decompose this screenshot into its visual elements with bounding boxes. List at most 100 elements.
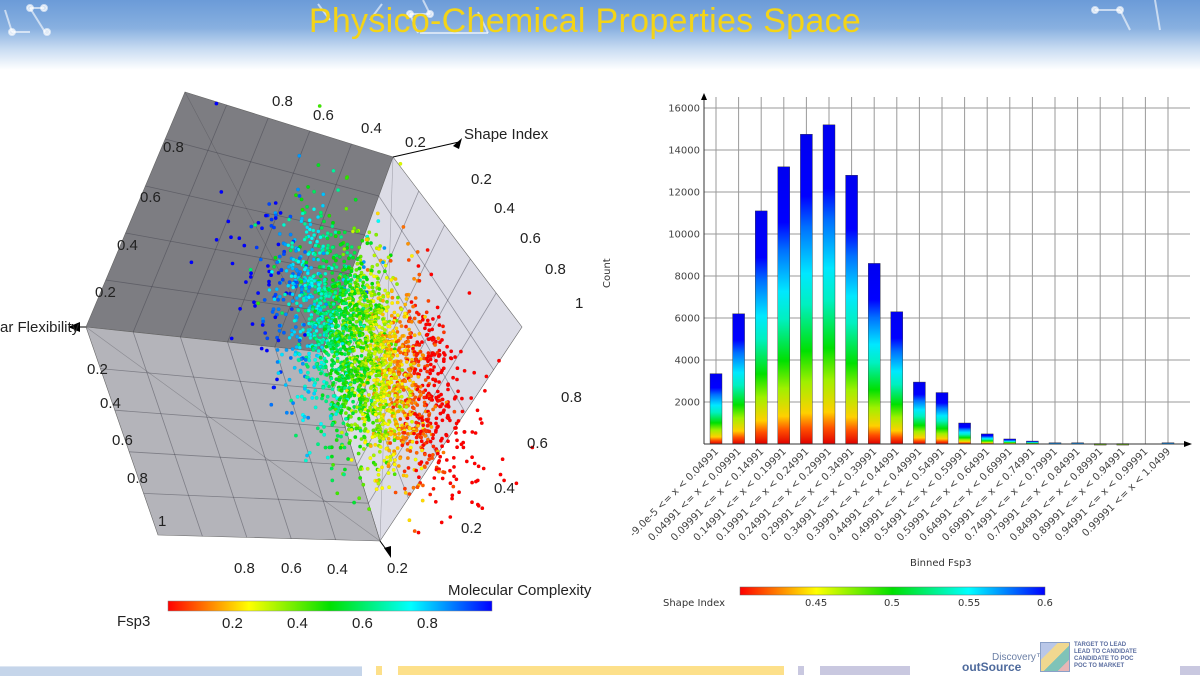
scatter-point bbox=[305, 344, 310, 349]
histogram-bar bbox=[1003, 438, 1016, 445]
scatter-point bbox=[425, 318, 430, 323]
scatter-point bbox=[470, 480, 475, 485]
scatter-point bbox=[319, 291, 324, 296]
tick-label: 0.4 bbox=[494, 480, 515, 497]
footer-band-yellow bbox=[398, 666, 784, 675]
scatter-point bbox=[333, 234, 338, 239]
scatter-point bbox=[360, 412, 365, 417]
histogram-bar bbox=[868, 263, 881, 445]
scatter-point bbox=[456, 389, 461, 394]
scatter-point bbox=[447, 418, 452, 423]
scatter-point bbox=[441, 410, 446, 415]
scatter-point bbox=[419, 439, 424, 444]
scatter-point bbox=[290, 241, 295, 245]
scatter-point bbox=[430, 368, 435, 373]
scatter-point bbox=[318, 324, 323, 329]
scatter-point bbox=[226, 219, 231, 224]
scatter-point bbox=[253, 303, 257, 308]
scatter-point bbox=[371, 453, 376, 458]
scatter-point bbox=[338, 445, 343, 450]
scatter-point bbox=[312, 391, 317, 396]
scatter-point bbox=[279, 268, 284, 273]
scatter-point bbox=[408, 445, 413, 450]
scatter-point bbox=[376, 291, 381, 296]
scatter-point bbox=[346, 457, 351, 461]
scatter-point bbox=[328, 304, 333, 309]
scatter-point bbox=[359, 353, 364, 358]
x-tick-label: 0.89991 <= x < 0.94991 bbox=[1031, 446, 1128, 543]
scatter-point bbox=[365, 429, 370, 434]
scatter-point bbox=[328, 407, 333, 411]
shape-index-colorbar bbox=[739, 586, 1046, 596]
scatter-point bbox=[395, 409, 400, 414]
scatter-point bbox=[358, 258, 363, 262]
grid-line bbox=[227, 341, 292, 539]
scatter-point bbox=[273, 315, 278, 320]
scatter-point bbox=[274, 287, 279, 292]
scatter-point bbox=[321, 385, 326, 390]
scatter-point bbox=[454, 421, 459, 426]
scatter-point bbox=[454, 431, 458, 435]
scatter-point bbox=[386, 436, 391, 441]
scatter-point bbox=[446, 404, 451, 409]
scatter-point bbox=[348, 273, 353, 278]
scatter-point bbox=[302, 267, 307, 272]
scatter-point bbox=[277, 280, 282, 285]
scatter-point bbox=[358, 428, 363, 433]
scatter-point bbox=[467, 291, 472, 295]
scatter-point bbox=[273, 201, 278, 205]
scatter-point bbox=[364, 237, 369, 242]
scatter-point bbox=[392, 438, 397, 443]
scatter-point bbox=[300, 211, 305, 216]
logo-outsource-text: outSource bbox=[962, 660, 1022, 674]
scatter-point bbox=[317, 342, 321, 347]
scatter-point bbox=[316, 348, 321, 353]
scatter-point bbox=[347, 341, 351, 346]
scatter-point bbox=[452, 474, 456, 479]
ticks-left-lower: 0.2 0.4 0.6 0.8 1 bbox=[87, 361, 166, 530]
arrow-icon bbox=[1184, 441, 1192, 447]
x-tick-label: 0.34991 <= x < 0.39991 bbox=[782, 446, 879, 543]
scatter-point bbox=[313, 284, 318, 289]
scatter-point bbox=[325, 236, 330, 241]
scatter-point bbox=[311, 274, 316, 279]
scatter-point bbox=[416, 264, 421, 268]
logo-mark-icon bbox=[1040, 642, 1070, 672]
scatter-point bbox=[346, 423, 351, 428]
scatter-point bbox=[412, 371, 417, 376]
scatter-point bbox=[287, 377, 292, 382]
scatter-point bbox=[391, 467, 396, 472]
scatter-point bbox=[391, 452, 396, 457]
scatter-point bbox=[267, 202, 272, 206]
scatter-point bbox=[372, 253, 377, 258]
scatter-point bbox=[337, 254, 342, 259]
colorbar-tick: 0.4 bbox=[287, 615, 308, 632]
scatter-point bbox=[316, 257, 321, 262]
scatter-point bbox=[269, 273, 274, 278]
scatter-point bbox=[352, 393, 357, 398]
scatter-point bbox=[349, 269, 354, 274]
scatter-point bbox=[328, 335, 332, 340]
scatter-point bbox=[317, 265, 322, 270]
scatter-point bbox=[337, 315, 342, 320]
scatter-point bbox=[397, 431, 401, 436]
scatter-point bbox=[269, 402, 274, 407]
scatter-point bbox=[297, 352, 302, 357]
histogram-bar bbox=[1071, 442, 1084, 445]
scatter-point bbox=[299, 279, 304, 284]
scatter-point bbox=[252, 300, 256, 305]
scatter-point bbox=[423, 314, 427, 319]
scatter-point bbox=[450, 496, 455, 501]
scatter-point bbox=[248, 267, 253, 272]
scatter-point bbox=[320, 203, 325, 208]
scatter-point bbox=[436, 354, 441, 359]
scatter-point bbox=[283, 312, 288, 317]
scatter-point bbox=[307, 218, 312, 223]
scatter-point bbox=[357, 311, 362, 316]
scatter-point bbox=[416, 359, 421, 364]
y-tick-label: 2000 bbox=[675, 398, 700, 409]
scatter-point bbox=[423, 378, 428, 383]
scatter-point bbox=[389, 321, 394, 325]
colorbar-tick: 0.45 bbox=[805, 598, 827, 609]
scatter-point bbox=[435, 305, 440, 310]
